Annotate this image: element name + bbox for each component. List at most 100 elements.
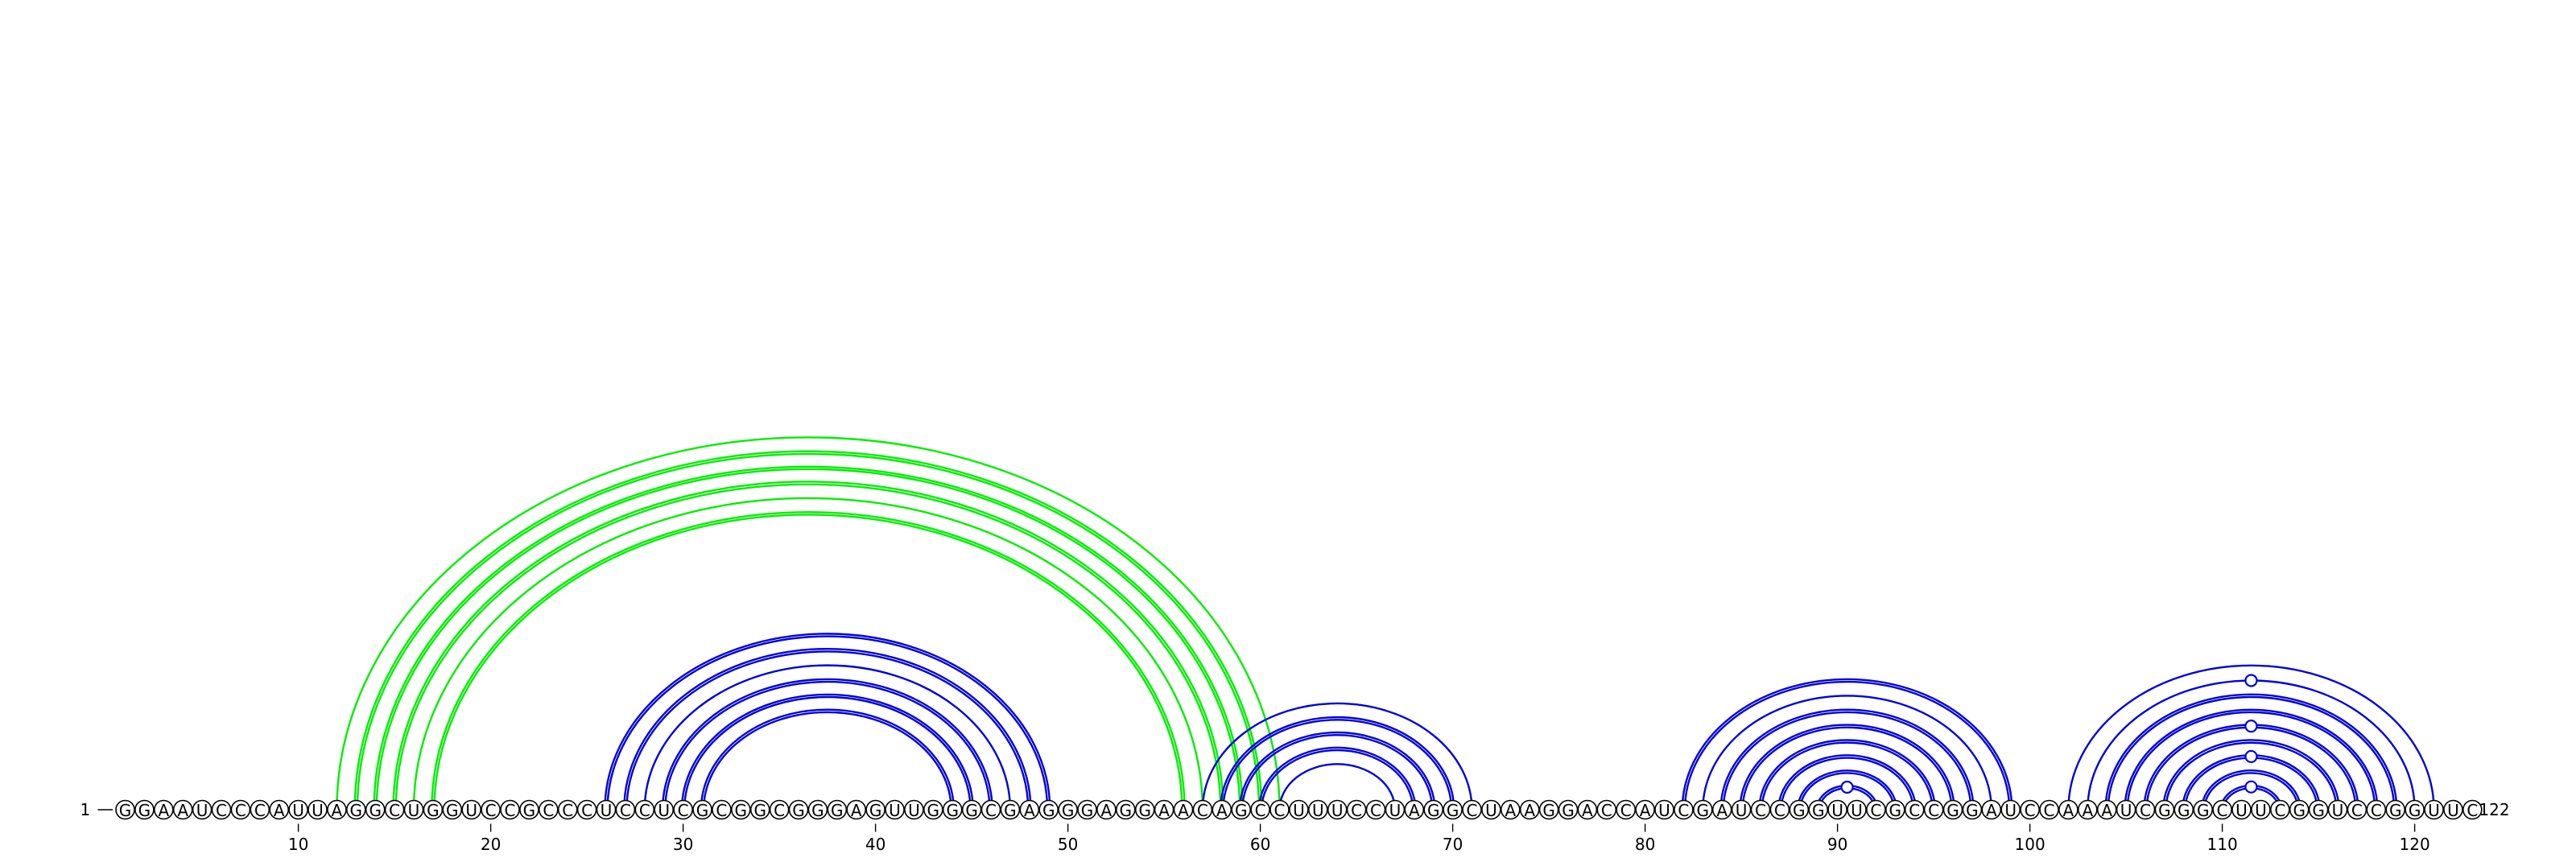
nucleotide-letter-45: G xyxy=(965,801,978,820)
nucleotide-letter-61: C xyxy=(1274,801,1286,820)
base-pair-arcs xyxy=(336,436,2435,811)
arc-58-70-1 xyxy=(1222,719,1453,811)
nucleotide-letter-33: G xyxy=(735,801,748,820)
nucleotide-letter-22: G xyxy=(523,801,536,820)
nucleotide-letter-77: A xyxy=(1582,801,1593,820)
nucleotide-circle-113 xyxy=(2270,799,2290,820)
nucleotide-circle-89 xyxy=(1808,799,1828,820)
nucleotide-circle-54 xyxy=(1134,799,1155,820)
nucleotide-letter-109: G xyxy=(2197,801,2210,820)
nucleotide-letter-74: A xyxy=(1524,801,1535,820)
nucleotide-circle-64 xyxy=(1327,799,1348,820)
tick-label-90: 90 xyxy=(1827,835,1847,854)
arc-28-47 xyxy=(643,664,1012,811)
nucleotide-letter-116: U xyxy=(2332,801,2344,820)
marker-90-91 xyxy=(1840,780,1854,794)
nucleotide-circle-68 xyxy=(1404,799,1425,820)
nucleotide-circle-53 xyxy=(1116,799,1136,820)
nucleotide-letter-88: G xyxy=(1793,801,1806,820)
arc-106-117-2 xyxy=(2143,724,2359,811)
arc-107-116-1 xyxy=(2165,741,2338,811)
nucleotide-circle-83 xyxy=(1693,799,1713,820)
arc-30-45-2 xyxy=(680,693,974,811)
nucleotide-letter-58: A xyxy=(1216,801,1228,820)
nucleotide-letter-37: G xyxy=(811,801,824,820)
nucleotide-circle-7 xyxy=(230,799,251,820)
nucleotide-circle-39 xyxy=(846,799,866,820)
arc-105-118-2 xyxy=(2124,708,2379,811)
nucleotide-circle-84 xyxy=(1711,799,1732,820)
nucleotide-letter-56: A xyxy=(1178,801,1189,820)
nucleotide-circle-52 xyxy=(1096,799,1117,820)
nucleotide-circle-80 xyxy=(1635,799,1655,820)
nucleotide-letter-83: G xyxy=(1697,801,1710,820)
arc-59-69-1 xyxy=(1241,734,1434,811)
nucleotide-letter-76: G xyxy=(1562,801,1575,820)
nucleotide-letter-110: C xyxy=(2217,801,2228,820)
nucleotide-circle-120 xyxy=(2405,799,2425,820)
nucleotide-letter-18: G xyxy=(446,801,459,820)
arc-83-98 xyxy=(1702,695,1992,811)
nucleotide-circle-75 xyxy=(1538,799,1559,820)
arc-104-119-2 xyxy=(2104,693,2398,811)
nucleotide-circle-29 xyxy=(654,799,675,820)
nucleotide-circle-123 xyxy=(2462,799,2483,820)
arc-30-45-1 xyxy=(683,695,972,811)
nucleotide-circle-101 xyxy=(2039,799,2059,820)
nucleotide-letter-8: C xyxy=(254,801,266,820)
nucleotide-circle-44 xyxy=(942,799,963,820)
arc-29-46-1 xyxy=(664,680,991,811)
arc-27-48-1 xyxy=(625,650,1030,811)
sequence-start-label: 1 xyxy=(80,800,91,819)
nucleotide-letter-34: G xyxy=(753,801,766,820)
arc-102-121 xyxy=(2067,664,2435,811)
nucleotide-circle-14 xyxy=(365,799,386,820)
nucleotide-letter-36: G xyxy=(792,801,805,820)
nucleotide-letter-48: A xyxy=(1024,801,1035,820)
tick-label-100: 100 xyxy=(2015,835,2046,854)
nucleotide-letter-59: G xyxy=(1235,801,1248,820)
nucleotide-letter-68: A xyxy=(1409,801,1420,820)
nucleotide-circle-37 xyxy=(807,799,828,820)
nucleotide-circle-109 xyxy=(2193,799,2213,820)
nucleotide-letter-114: G xyxy=(2293,801,2306,820)
arc-14-59-2 xyxy=(373,465,1244,811)
arc-107-116-2 xyxy=(2162,739,2340,811)
nucleotide-circle-118 xyxy=(2366,799,2387,820)
nucleotide-letter-50: G xyxy=(1062,801,1075,820)
arc-61-67 xyxy=(1278,763,1397,811)
nucleotide-circle-24 xyxy=(557,799,578,820)
nucleotide-letter-52: A xyxy=(1101,801,1113,820)
arc-82-99-1 xyxy=(1683,680,2011,811)
nucleotide-circle-10 xyxy=(288,799,308,820)
nucleotide-letter-51: G xyxy=(1081,801,1094,820)
nucleotide-circle-51 xyxy=(1077,799,1097,820)
nucleotide-letter-4: A xyxy=(177,801,188,820)
arc-82-99-2 xyxy=(1681,678,2013,811)
pair-markers xyxy=(1840,674,2258,794)
nucleotide-circle-115 xyxy=(2308,799,2329,820)
nucleotide-circle-40 xyxy=(865,799,886,820)
nucleotide-letter-86: C xyxy=(1755,801,1766,820)
nucleotide-circle-65 xyxy=(1346,799,1367,820)
arc-60-68-1 xyxy=(1261,749,1414,811)
nucleotide-letter-67: U xyxy=(1389,801,1402,820)
nucleotide-letter-28: C xyxy=(639,801,650,820)
arc-17-56-1 xyxy=(433,514,1183,811)
nucleotide-letter-40: G xyxy=(869,801,882,820)
arc-88-93-1 xyxy=(1799,772,1895,811)
nucleotide-letter-108: G xyxy=(2178,801,2190,820)
arc-13-60-2 xyxy=(353,450,1263,811)
nucleotide-letter-95: C xyxy=(1928,801,1939,820)
nucleotide-circle-43 xyxy=(923,799,943,820)
nucleotide-letter-16: U xyxy=(408,801,420,820)
nucleotide-circle-13 xyxy=(345,799,366,820)
nucleotide-circle-117 xyxy=(2347,799,2368,820)
nucleotide-letter-15: C xyxy=(389,801,400,820)
nucleotide-circle-66 xyxy=(1365,799,1386,820)
arc-29-46-2 xyxy=(661,678,993,811)
nucleotide-circle-79 xyxy=(1616,799,1636,820)
nucleotide-circle-95 xyxy=(1923,799,1944,820)
nucleotide-letter-47: G xyxy=(1004,801,1017,820)
nucleotide-letter-115: G xyxy=(2312,801,2325,820)
